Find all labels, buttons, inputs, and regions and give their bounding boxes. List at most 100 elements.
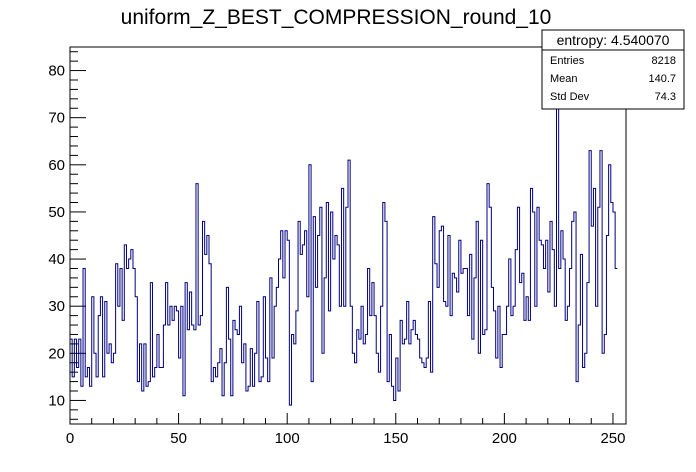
histogram-bin	[124, 245, 126, 424]
histogram-bin	[79, 339, 81, 424]
histogram-bin	[435, 264, 437, 424]
histogram-bin	[446, 306, 448, 424]
histogram-bin	[307, 297, 309, 424]
x-tick-label: 100	[275, 430, 300, 447]
histogram-bin	[205, 254, 207, 424]
histogram-bin	[135, 297, 137, 424]
histogram-bin	[611, 203, 613, 424]
histogram-bin	[474, 278, 476, 424]
histogram-bin	[226, 287, 228, 424]
histogram-bin	[394, 400, 396, 424]
histogram-bin	[522, 273, 524, 424]
histogram-bin	[570, 268, 572, 424]
histogram-bin	[511, 316, 513, 424]
x-tick-label: 0	[66, 430, 74, 447]
histogram-bin	[209, 264, 211, 424]
histogram-bin	[100, 297, 102, 424]
histogram-bin	[198, 325, 200, 424]
histogram-bin	[183, 396, 185, 424]
histogram-bin	[239, 306, 241, 424]
histogram-bin	[374, 316, 376, 424]
stats-mean-label: Mean	[550, 73, 578, 85]
histogram-bin	[528, 320, 530, 424]
histogram-bin	[400, 320, 402, 424]
histogram-bin	[281, 231, 283, 424]
histogram-bin	[426, 358, 428, 424]
histogram-bin	[289, 405, 291, 424]
histogram-bin	[81, 386, 83, 424]
histogram-bin	[259, 382, 261, 424]
x-tick-label: 250	[600, 430, 625, 447]
histogram-bin	[309, 165, 311, 424]
histogram-bin	[530, 188, 532, 424]
histogram-bin	[252, 386, 254, 424]
histogram-bin	[224, 363, 226, 424]
histogram-bin	[574, 212, 576, 424]
histogram-bin	[496, 358, 498, 424]
histogram-bin	[296, 311, 298, 424]
histogram-bin	[567, 306, 569, 424]
histogram-bin	[413, 320, 415, 424]
histogram-bin	[596, 306, 598, 424]
histogram-bin	[457, 292, 459, 424]
histogram-bin	[144, 344, 146, 424]
histogram-bin	[335, 236, 337, 425]
histogram-bin	[463, 268, 465, 424]
histogram-bin	[242, 363, 244, 424]
histogram-bin	[200, 316, 202, 424]
histogram-bin	[109, 344, 111, 424]
histogram-bin	[96, 377, 98, 424]
histogram-bin	[229, 339, 231, 424]
histogram-bin	[311, 382, 313, 424]
histogram-bin	[107, 353, 109, 424]
x-tick-label: 200	[492, 430, 517, 447]
histogram-bin	[554, 306, 556, 424]
histogram-bin	[131, 250, 133, 424]
histogram-bin	[509, 259, 511, 424]
histogram-bin	[535, 306, 537, 424]
histogram-bin	[255, 353, 257, 424]
histogram-bin	[302, 245, 304, 424]
histogram-bin	[261, 377, 263, 424]
histogram-bin	[326, 203, 328, 424]
histogram-bin	[504, 334, 506, 424]
histogram-bin	[368, 268, 370, 424]
histogram-bin	[370, 316, 372, 424]
histogram-bin	[185, 283, 187, 424]
histogram-bin	[105, 301, 107, 424]
histogram-bin	[389, 334, 391, 424]
histogram-bin	[472, 339, 474, 424]
histogram-bin	[318, 236, 320, 425]
histogram-bin	[585, 353, 587, 424]
histogram-bin	[92, 297, 94, 424]
histogram-bin	[129, 259, 131, 424]
histogram-bin	[578, 325, 580, 424]
stats-mean-value: 140.7	[648, 73, 676, 85]
histogram-bin	[283, 278, 285, 424]
histogram-bin	[548, 292, 550, 424]
histogram-bin	[196, 184, 198, 424]
histogram-bin	[576, 382, 578, 424]
histogram-bin	[517, 207, 519, 424]
histogram-bin	[155, 367, 157, 424]
histogram-bin	[541, 245, 543, 424]
histogram-bin	[602, 353, 604, 424]
histogram-bin	[235, 330, 237, 424]
histogram-bin	[220, 349, 222, 424]
histogram-bin	[357, 330, 359, 424]
histogram-bin	[441, 226, 443, 424]
histogram-bin	[166, 283, 168, 424]
histogram-bin	[387, 382, 389, 424]
histogram-bin	[598, 207, 600, 424]
histogram-bin	[606, 236, 608, 425]
histogram-bin	[133, 268, 135, 424]
histogram-bin	[244, 344, 246, 424]
histogram-bin	[407, 301, 409, 424]
histogram-bin	[385, 221, 387, 424]
stats-entries-label: Entries	[550, 55, 585, 67]
histogram-bin	[231, 396, 233, 424]
plot-frame	[69, 46, 627, 425]
histogram-bin	[520, 283, 522, 424]
histogram-bin	[502, 334, 504, 424]
histogram-bin	[470, 254, 472, 424]
